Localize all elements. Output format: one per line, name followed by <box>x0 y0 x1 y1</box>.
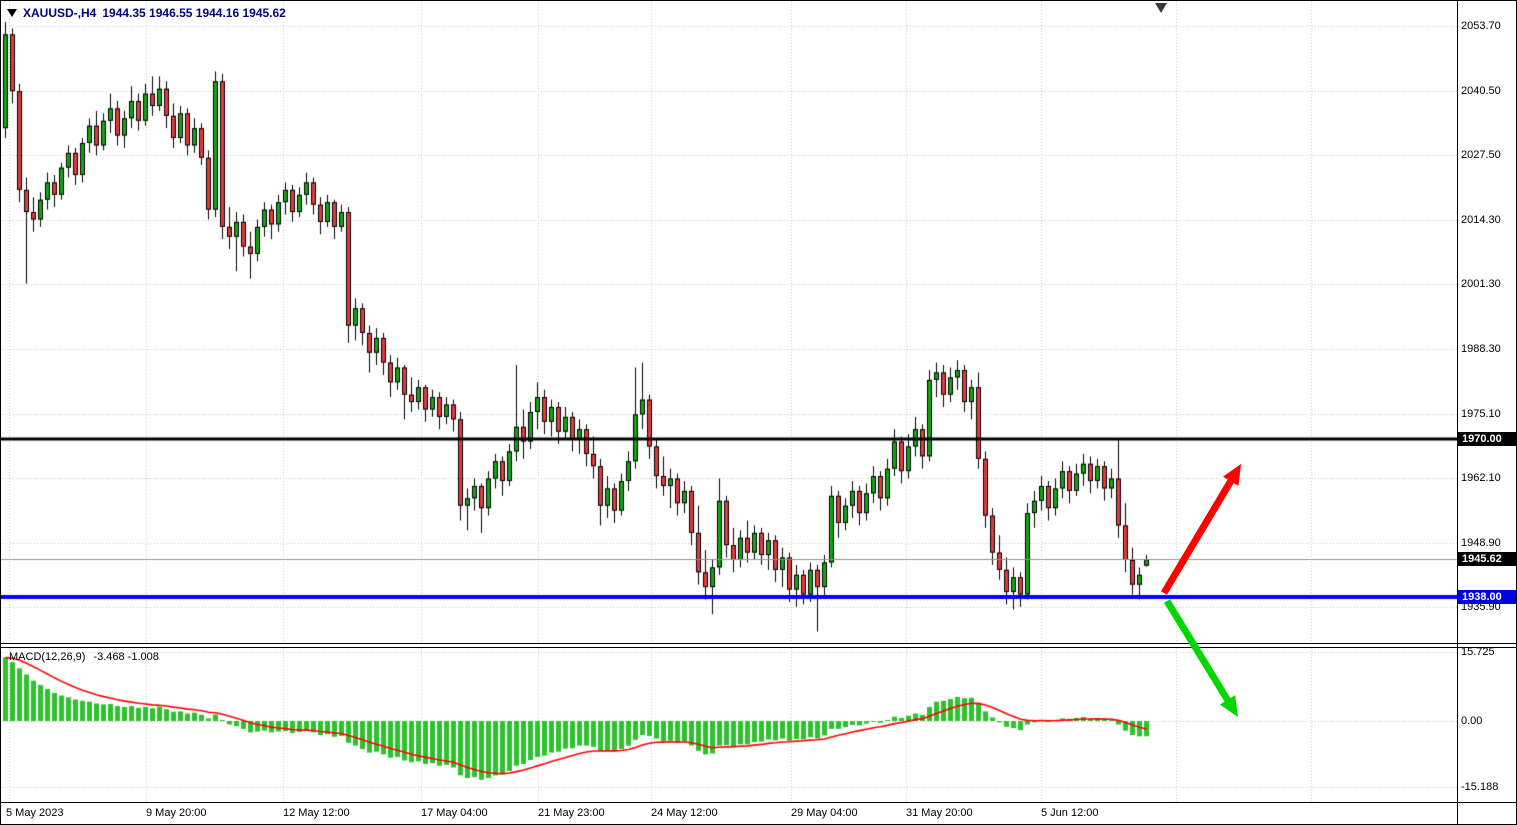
time-axis-label: 21 May 23:00 <box>538 807 605 819</box>
time-axis-label: 17 May 04:00 <box>421 807 488 819</box>
window-menu-icon[interactable] <box>7 9 17 17</box>
time-axis-label: 31 May 20:00 <box>906 807 973 819</box>
time-axis-label: 5 Jun 12:00 <box>1041 807 1099 819</box>
macd-axis-label: 0.00 <box>1461 715 1483 727</box>
price-tag: 1945.62 <box>1458 552 1516 566</box>
macd-values: -3.468 -1.008 <box>93 651 159 663</box>
price-axis-label: 1962.10 <box>1461 472 1501 484</box>
panel-separator <box>1 643 1516 644</box>
price-axis-label: 2014.30 <box>1461 214 1501 226</box>
price-tag: 1938.00 <box>1458 590 1516 604</box>
price-axis-label: 2040.50 <box>1461 85 1501 97</box>
time-axis-separator <box>1 802 1516 803</box>
price-axis-label: 1948.90 <box>1461 537 1501 549</box>
time-axis[interactable]: 5 May 2023 9 May 20:00 12 May 12:00 17 May … <box>1 803 1457 824</box>
price-axis-label: 2053.70 <box>1461 20 1501 32</box>
price-axis-separator <box>1457 1 1458 824</box>
time-axis-label: 29 May 04:00 <box>791 807 858 819</box>
ohlc-readout: 1944.35 1946.55 1944.16 1945.62 <box>102 6 286 20</box>
price-axis-label: 1988.30 <box>1461 343 1501 355</box>
time-axis-label: 5 May 2023 <box>6 807 64 819</box>
chart-title: XAUUSD-,H4 1944.35 1946.55 1944.16 1945.… <box>7 6 286 20</box>
macd-indicator-label: MACD(12,26,9) -3.468 -1.008 <box>9 651 159 663</box>
chart-shift-marker-icon[interactable] <box>1155 3 1167 13</box>
time-axis-label: 24 May 12:00 <box>651 807 718 819</box>
price-axis-label: 2027.50 <box>1461 149 1501 161</box>
price-axis-label: 2001.30 <box>1461 278 1501 290</box>
symbol-timeframe: XAUUSD-,H4 <box>23 6 97 20</box>
macd-chart[interactable] <box>1 648 1457 802</box>
price-chart[interactable] <box>1 1 1457 643</box>
macd-axis-label: 15.725 <box>1461 646 1495 658</box>
panel-separator <box>1 647 1516 648</box>
price-axis-label: 1935.90 <box>1461 601 1501 613</box>
time-axis-label: 9 May 20:00 <box>146 807 207 819</box>
price-axis-label: 1975.10 <box>1461 408 1501 420</box>
price-axis[interactable]: 2053.70 2040.50 2027.50 2014.30 2001.30 1988.… <box>1458 1 1516 824</box>
price-tag: 1970.00 <box>1458 432 1516 446</box>
macd-axis-label: -15.188 <box>1461 781 1499 793</box>
macd-name: MACD(12,26,9) <box>9 651 86 663</box>
time-axis-label: 12 May 12:00 <box>283 807 350 819</box>
